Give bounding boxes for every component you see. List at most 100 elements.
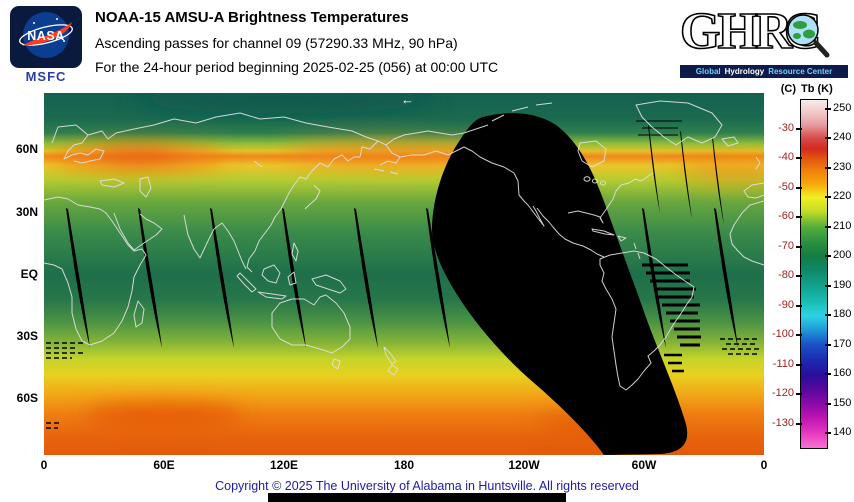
caspian-sea (139, 176, 152, 198)
coast-greenland (635, 100, 723, 146)
tagline-global: Global (695, 67, 721, 76)
coast-alaska-north (377, 124, 489, 146)
colorbar-kelvin-header: Tb (K) (801, 83, 833, 95)
celsius-tick: -130 (756, 417, 802, 429)
lon-label-60w: 60W (631, 458, 657, 472)
celsius-tick: -70 (756, 240, 802, 252)
red-swoosh (22, 22, 72, 46)
scanline-stripes (46, 120, 760, 429)
coast-britain (755, 156, 761, 170)
coast-west-africa-edge (729, 200, 765, 266)
lon-label-0e: 0 (760, 458, 768, 472)
coast-arctic-russia (87, 112, 379, 142)
kelvin-tick: 210 (824, 220, 852, 232)
celsius-tick: -100 (756, 328, 802, 340)
coast-aleutians (373, 168, 399, 175)
colorbar (800, 99, 828, 449)
lat-label-30s: 30S (16, 329, 38, 343)
orbit-start-arrow: ← (401, 93, 414, 107)
coast-east-asia (246, 140, 379, 273)
ghrc-tagline: Global Hydrology Resource Center (680, 65, 848, 78)
tagline-hydrology: Hydrology (724, 67, 765, 76)
coast-cuba (591, 228, 615, 236)
lon-label-0w: 0 (40, 458, 48, 472)
kelvin-tick: 230 (824, 161, 852, 173)
tagline-resource-center: Resource Center (768, 67, 833, 76)
kelvin-tick: 200 (824, 249, 852, 261)
coast-australia (271, 294, 351, 354)
lat-label-eq: EQ (20, 267, 38, 281)
missing-data-region (432, 113, 688, 455)
coast-mexico (536, 207, 605, 258)
coast-south-america (599, 250, 695, 391)
kelvin-tick: 250 (824, 102, 852, 114)
coast-hudson-bay (577, 140, 607, 168)
kelvin-tick: 170 (824, 338, 852, 350)
kelvin-tick: 240 (824, 131, 852, 143)
magnifier-handle-icon (813, 40, 830, 58)
coast-japan (304, 184, 321, 210)
page-title: NOAA-15 AMSU-A Brightness Temperatures (95, 9, 409, 26)
coast-hispaniola (617, 235, 627, 242)
swath-gap-streaks (66, 125, 738, 348)
lon-label-60e: 60E (153, 458, 175, 472)
celsius-tick: -120 (756, 387, 802, 399)
kelvin-tick: 160 (824, 367, 852, 379)
coast-india (183, 214, 247, 270)
map-canvas: ← (43, 85, 789, 455)
coast-scandinavia (51, 124, 105, 164)
orbit-ellipse (19, 24, 73, 46)
temperature-anomaly-blobs (54, 85, 789, 433)
coast-na-east (567, 172, 654, 224)
kelvin-tick: 180 (824, 308, 852, 320)
nasa-logo: NASA (10, 6, 82, 68)
kelvin-tick: 140 (824, 426, 852, 438)
celsius-tick: -80 (756, 269, 802, 281)
kelvin-tick: 150 (824, 397, 852, 409)
celsius-tick: -60 (756, 210, 802, 222)
msfc-label: MSFC (25, 69, 67, 84)
globe-icon (787, 14, 819, 46)
subtitle-period: For the 24-hour period beginning 2025-02… (95, 59, 499, 75)
ghrc-letters-ghr: GHR (680, 3, 794, 60)
lat-label-60n: 60N (15, 142, 38, 156)
celsius-tick: -110 (756, 358, 802, 370)
lon-label-120e: 120E (269, 458, 299, 472)
coast-new-guinea (311, 274, 347, 294)
great-lakes (599, 180, 607, 186)
coast-arctic-islands (491, 102, 553, 122)
celsius-tick: -40 (756, 151, 802, 163)
coast-java (257, 291, 287, 300)
lon-label-180: 180 (393, 458, 415, 472)
lat-label-60s: 60S (16, 391, 38, 405)
great-lakes (583, 176, 591, 182)
coast-alaska-west (379, 144, 401, 166)
coastlines (43, 100, 765, 391)
coast-antilles (633, 242, 641, 260)
ghrc-logo: GHR C Global Hydrology Resource Center (679, 2, 848, 78)
coast-na-west (447, 146, 545, 227)
black-sea (99, 178, 125, 188)
celsius-tick: -90 (756, 299, 802, 311)
nasa-wordmark: NASA (27, 29, 64, 43)
copyright-text: Copyright © 2025 The University of Alaba… (215, 479, 639, 493)
kelvin-tick: 190 (824, 279, 852, 291)
lat-label-30n: 30N (15, 205, 38, 219)
footer-black-bar (268, 493, 566, 502)
coast-philippines (291, 242, 299, 262)
nasa-meatball-icon: NASA (19, 12, 73, 58)
coast-alaska-south (399, 150, 449, 158)
coast-iceland (721, 136, 739, 147)
coast-sulawesi (287, 271, 297, 286)
coast-africa (43, 196, 147, 346)
coast-sumatra (236, 272, 257, 293)
coast-madagascar (133, 300, 145, 328)
kelvin-tick: 220 (824, 190, 852, 202)
world-map-svg: ← (43, 85, 789, 455)
ghrc-logotype: GHR C (679, 2, 830, 61)
coast-new-zealand (383, 346, 399, 376)
colorbar-celsius-header: (C) (780, 83, 796, 95)
celsius-tick: -30 (756, 122, 802, 134)
lake-baikal (253, 160, 263, 168)
coast-borneo (261, 264, 281, 284)
